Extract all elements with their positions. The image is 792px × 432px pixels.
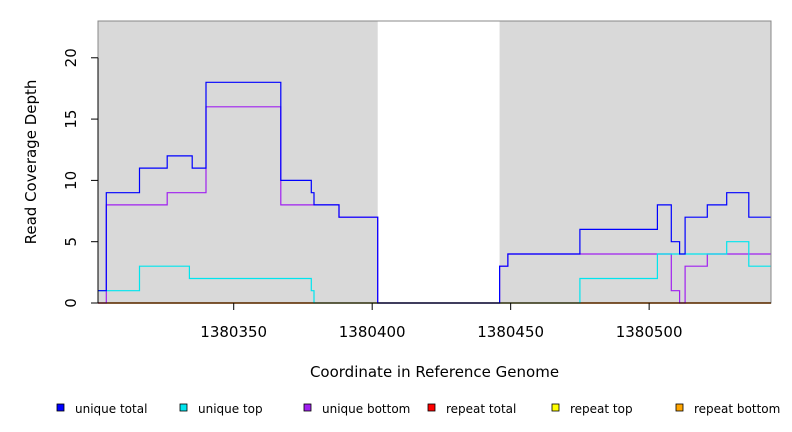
- legend-item-repeat-bottom: repeat bottom: [675, 402, 780, 416]
- y-tick-label: 0: [62, 298, 80, 308]
- x-tick-label: 1380450: [477, 323, 544, 341]
- gap-region: [377, 21, 500, 303]
- legend-swatch: [303, 403, 312, 412]
- legend: unique total unique top unique bottom repea…: [56, 402, 780, 416]
- legend-label: unique total: [75, 402, 147, 416]
- x-tick-label: 1380400: [339, 323, 406, 341]
- y-axis: 0 5 10 15 20: [62, 48, 99, 308]
- x-axis-title: Coordinate in Reference Genome: [310, 363, 559, 381]
- legend-label: unique bottom: [322, 402, 410, 416]
- legend-label: repeat bottom: [694, 402, 780, 416]
- gap-regions: [377, 21, 500, 303]
- legend-swatch: [551, 403, 560, 412]
- legend-label: unique top: [198, 402, 263, 416]
- y-tick-label: 5: [62, 237, 80, 247]
- y-tick-label: 15: [62, 110, 80, 129]
- legend-swatch: [427, 403, 436, 412]
- legend-swatch: [179, 403, 188, 412]
- legend-item-unique-total: unique total: [56, 402, 147, 416]
- legend-swatch: [675, 403, 684, 412]
- legend-swatch: [56, 403, 65, 412]
- legend-item-unique-top: unique top: [179, 402, 263, 416]
- y-axis-title: Read Coverage Depth: [22, 80, 40, 245]
- x-tick-label: 1380500: [616, 323, 683, 341]
- x-tick-label: 1380350: [200, 323, 267, 341]
- x-axis: 1380350 1380400 1380450 1380500: [98, 302, 771, 341]
- legend-label: repeat top: [570, 402, 633, 416]
- y-tick-label: 20: [62, 48, 80, 67]
- legend-item-repeat-top: repeat top: [551, 402, 633, 416]
- legend-item-repeat-total: repeat total: [427, 402, 516, 416]
- y-tick-label: 10: [62, 171, 80, 190]
- legend-item-unique-bottom: unique bottom: [303, 402, 410, 416]
- legend-label: repeat total: [446, 402, 516, 416]
